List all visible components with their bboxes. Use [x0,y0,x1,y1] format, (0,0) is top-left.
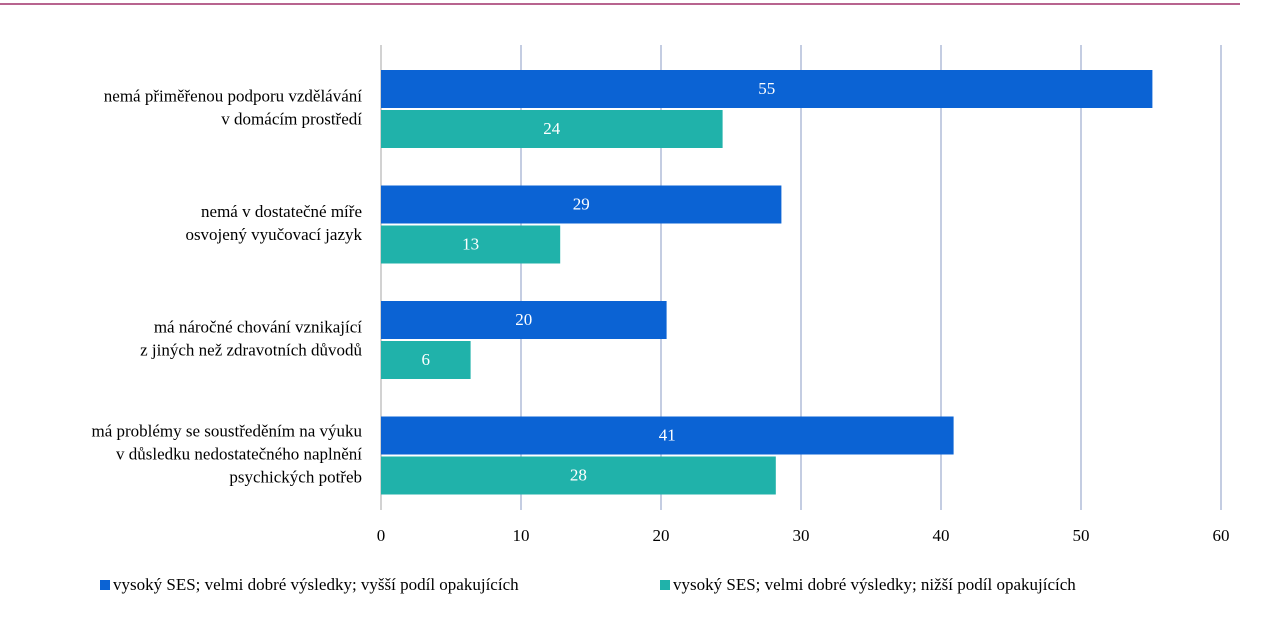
category-label: nemá v dostatečné míře [201,202,362,221]
legend-label: vysoký SES; velmi dobré výsledky; nižší … [673,575,1076,594]
data-label: 6 [422,350,431,369]
legend-swatch [660,580,670,590]
x-tick-label: 40 [933,526,950,545]
category-label: má problémy se soustředěním na výuku [91,421,362,440]
category-label: v domácím prostředí [221,109,362,128]
bar [381,225,561,264]
legend-swatch [100,580,110,590]
data-label: 13 [462,234,479,253]
data-label: 29 [573,194,590,213]
category-label: v důsledku nedostatečného naplnění [116,444,362,463]
category-label: psychických potřeb [229,467,362,486]
data-label: 24 [543,119,561,138]
category-label: osvojený vyučovací jazyk [185,225,362,244]
legend-label: vysoký SES; velmi dobré výsledky; vyšší … [113,575,519,594]
x-tick-label: 60 [1213,526,1230,545]
bar [381,416,954,455]
x-tick-label: 20 [653,526,670,545]
bar [381,70,1153,108]
data-label: 28 [570,465,587,484]
data-label: 20 [515,310,532,329]
data-label: 41 [659,425,676,444]
bar [381,456,776,495]
data-label: 55 [758,79,775,98]
x-tick-label: 10 [513,526,530,545]
category-label: z jiných než zdravotních důvodů [140,340,362,359]
x-tick-label: 30 [793,526,810,545]
x-tick-label: 50 [1073,526,1090,545]
bar [381,185,782,224]
bar [381,301,667,339]
x-tick-label: 0 [377,526,386,545]
category-label: má náročné chování vznikající [154,317,362,336]
category-label: nemá přiměřenou podporu vzdělávání [104,86,362,105]
bar [381,341,471,379]
bar [381,110,723,148]
